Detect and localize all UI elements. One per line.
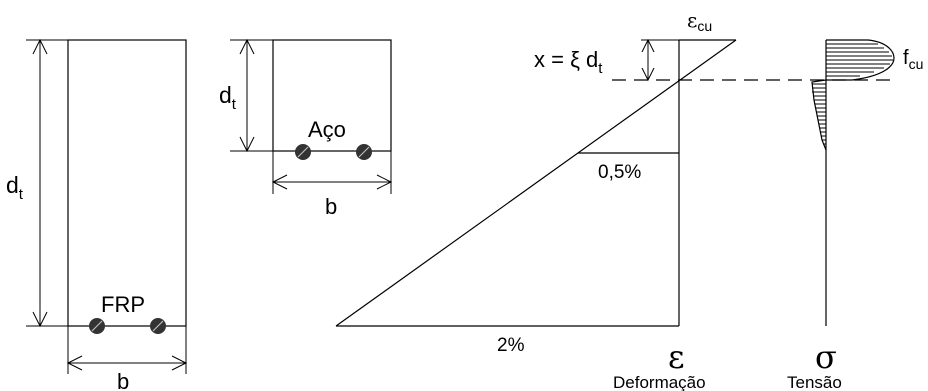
top-strain-label: εcu [687,8,712,34]
frp-height-arrow-bottom [32,311,48,328]
frp-height-label: dt [6,172,24,203]
x-dimension-arrow-top [641,38,655,53]
steel-width-label: b [325,194,337,219]
peak-stress-label: fcu [903,47,923,72]
strain-axis-caption: Deformação [613,373,706,391]
steel-bar-label: Aço [308,117,346,142]
strain-diagram: x = ξ dt εcu 0,5% 2% ε Deformação [335,8,890,391]
steel-height-label: dt [219,82,237,113]
strain-profile-2pct [335,39,737,327]
steel-width-arrow-right [376,174,393,190]
neutral-axis-label: x = ξ dt [534,47,603,77]
bottom-strain-label: 2% [497,335,525,356]
stress-diagram: fcu σ Tensão [787,39,923,391]
frp-beam-outline [67,39,187,327]
frp-height-arrow-top [32,38,48,55]
steel-width-arrow-left [271,174,288,190]
stress-axis-symbol: σ [815,338,837,376]
frp-width-arrow-left [66,355,83,371]
steel-height-arrow-top [239,38,255,55]
frp-bar-right [150,318,166,334]
strain-axis-symbol: ε [668,338,685,376]
x-dimension-arrow-bottom [641,67,655,82]
frp-width-arrow-right [171,355,188,371]
stress-compression-curve [826,39,895,81]
stress-tension-hatch [812,83,826,145]
frp-beam-section: dt b FRP [6,38,188,391]
frp-width-label: b [117,369,129,391]
frp-bar-left [89,318,105,334]
steel-beam-outline [272,39,392,152]
stress-axis-caption: Tensão [787,373,842,391]
steel-bar-right [356,144,372,160]
stress-tension-curve [811,79,827,151]
mid-strain-label: 0,5% [598,162,641,183]
steel-beam-section: dt b Aço [219,38,393,219]
stress-compression-hatch [826,43,893,77]
steel-bar-left [295,144,311,160]
steel-height-arrow-bottom [239,136,255,153]
frp-bar-label: FRP [101,292,145,317]
